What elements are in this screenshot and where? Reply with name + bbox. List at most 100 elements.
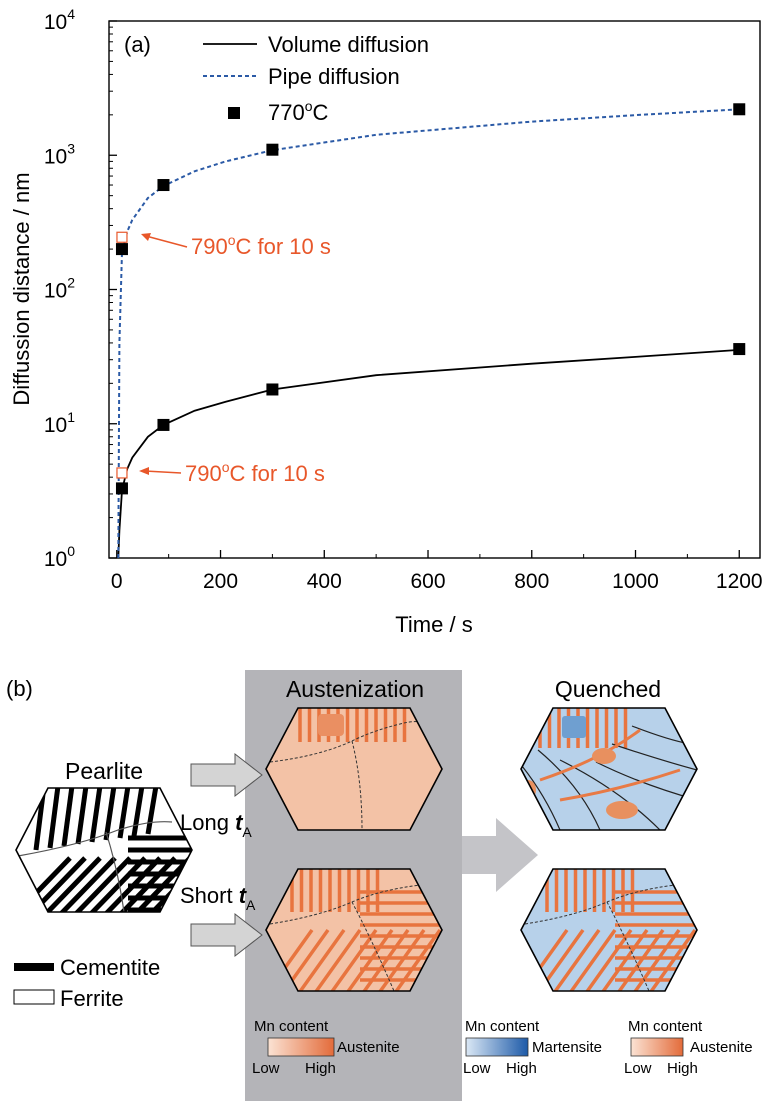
annotation-upper-arrowhead: [141, 233, 151, 241]
quenched-austenite-high: High: [667, 1060, 698, 1077]
arrow-quench: [462, 818, 538, 892]
annotation-lower-text: 790oC for 10 s: [185, 459, 325, 486]
short-ta-label-text: Short t: [180, 883, 248, 908]
pearlite-cementite-lamella: [145, 788, 159, 835]
panel-b-diagram: (b) Austenization Quenched Pearlite Long…: [6, 670, 753, 1101]
annotation-lower-arrowhead: [139, 467, 149, 475]
y-tick-label-exponent: 4: [67, 6, 75, 22]
quenched-martensite-low: Low: [463, 1060, 491, 1077]
degree-superscript: o: [228, 232, 236, 248]
austenization-high: High: [305, 1060, 336, 1077]
x-tick-label: 400: [307, 570, 342, 593]
y-tick-label-base: 10: [44, 11, 67, 34]
austenization-low: Low: [252, 1060, 280, 1077]
quenched-title: Quenched: [555, 676, 661, 702]
t-symbol: t: [239, 883, 248, 908]
legend-pipe-label: Pipe diffusion: [268, 64, 400, 89]
text-part: C for 10 s: [236, 234, 331, 259]
austenization-title: Austenization: [286, 676, 424, 702]
text-part: 790: [191, 234, 228, 259]
y-tick-label: 103: [44, 140, 75, 168]
austenization-mn-content: Mn content: [254, 1018, 329, 1035]
x-tick-label: 1000: [612, 570, 659, 593]
ferrite-swatch: [13, 989, 55, 1005]
pearlite-cementite-lamella: [103, 788, 117, 841]
y-tick-label-exponent: 3: [67, 140, 75, 156]
y-tick-label-base: 10: [44, 414, 67, 437]
y-tick-label: 104: [44, 6, 75, 34]
quenched-martensite-high: High: [506, 1060, 537, 1077]
x-tick-label: 800: [514, 570, 549, 593]
retained-austenite-band: [579, 928, 633, 991]
quenched-short-hexagon: [520, 868, 698, 992]
panel-a-label: (a): [124, 32, 151, 57]
data-point-770C: [266, 143, 279, 156]
text-part: 770: [268, 100, 305, 125]
annotation-upper-text: 790oC for 10 s: [191, 232, 331, 259]
arrow-short-ta: [190, 912, 263, 958]
pearlite-cementite-lamella: [38, 856, 102, 912]
quenched-austenite-label: Austenite: [690, 1039, 753, 1056]
quenched-austenite-gradient: [630, 1037, 684, 1057]
short-ta-label: Short tA: [180, 883, 256, 913]
austenite-mn-band: [324, 928, 378, 991]
pearlite-cementite-lamella: [131, 788, 145, 837]
pearlite-cementite-lamella: [75, 788, 89, 845]
data-point-770C: [266, 383, 279, 396]
x-axis-label: Time / s: [395, 612, 472, 637]
legend-marker-label-text: 770oC: [268, 98, 329, 125]
austenite-mn-band: [372, 928, 426, 991]
data-point-770C: [115, 243, 128, 256]
austenization-austenite-label: Austenite: [337, 1039, 400, 1056]
arrow-long-ta: [190, 752, 263, 798]
martensite-gradient: [465, 1037, 529, 1057]
austenite-mn-band: [388, 928, 442, 991]
x-axis: 0 200 400 600 800 1000 1200: [111, 550, 763, 593]
data-point-770C: [733, 103, 746, 116]
t-symbol: t: [235, 810, 244, 835]
retained-austenite-band: [643, 928, 697, 991]
pearlite-cementite-lamella: [98, 856, 162, 912]
long-ta-label-subscript: A: [242, 824, 252, 840]
legend-volume-label: Volume diffusion: [268, 32, 429, 57]
x-tick-label: 200: [203, 570, 238, 593]
pearlite-title: Pearlite: [65, 758, 143, 784]
retained-austenite-band: [563, 928, 617, 991]
y-tick-label-exponent: 0: [67, 543, 75, 559]
y-tick-label-exponent: 2: [67, 275, 75, 291]
quenched-austenite-mn-content: Mn content: [628, 1018, 703, 1035]
x-tick-label: 1200: [716, 570, 763, 593]
austenization-short-hexagon: [265, 868, 443, 992]
panel-b-label: (b): [6, 676, 33, 701]
degree-superscript: o: [305, 98, 313, 114]
quenched-martensite-mn-content: Mn content: [465, 1018, 540, 1035]
quenched-austenite-colorscale: Mn content Austenite Low High: [624, 1018, 753, 1077]
quenched-martensite-colorscale: Mn content Martensite Low High: [463, 1018, 602, 1077]
y-tick-label-base: 10: [44, 548, 67, 571]
data-point-770C: [157, 418, 170, 431]
pearlite-cementite-lamella: [89, 788, 103, 843]
pearlite-hexagon: [15, 787, 193, 913]
pearlite-cementite-lamella: [83, 856, 147, 912]
data-point-770C: [733, 343, 746, 356]
text-part: 790: [185, 461, 222, 486]
text-part: C: [313, 100, 329, 125]
austenite-mn-band: [292, 928, 346, 991]
pearlite-cementite-lamella: [113, 856, 177, 912]
y-tick-label-exponent: 1: [67, 409, 75, 425]
austenization-colorscale: Mn content Austenite Low High: [252, 1018, 400, 1077]
data-point-770C: [115, 482, 128, 495]
pearlite-cementite-lamella: [61, 788, 75, 847]
data-point-770C: [157, 179, 170, 192]
degree-superscript: o: [222, 459, 230, 475]
y-tick-label: 100: [44, 543, 75, 571]
retained-austenite-band: [627, 928, 681, 991]
annotation-upper-arrow: [145, 235, 188, 248]
retained-austenite-band: [547, 928, 601, 991]
cementite-label: Cementite: [60, 955, 160, 980]
martensite-label: Martensite: [532, 1039, 602, 1056]
data-point-790C: [116, 231, 128, 243]
austenization-gradient: [267, 1037, 335, 1057]
